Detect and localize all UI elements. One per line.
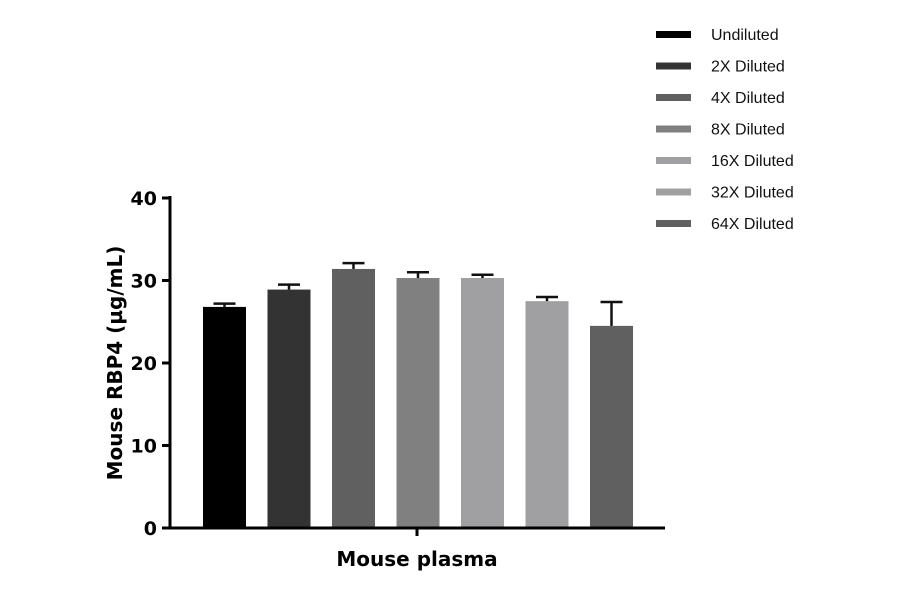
bar [396,278,440,528]
legend-swatch [656,31,691,38]
y-ticks: 0 10 20 30 40 [131,188,170,540]
bar [461,278,504,528]
legend-swatch [656,220,691,227]
legend-swatch [656,94,691,101]
legend-swatch [656,62,691,70]
bar [267,289,311,528]
legend-label: 32X Diluted [711,185,794,202]
y-tick-label: 0 [144,518,157,540]
legend: Undiluted 2X Diluted 4X Diluted 8X Diluted 1… [656,27,794,233]
bars [203,261,633,528]
legend-label: 8X Diluted [711,122,785,139]
legend-swatch [656,188,691,196]
legend-label: Undiluted [711,27,779,44]
legend-label: 64X Diluted [711,216,794,233]
y-axis-label: Mouse RBP4 (µg/mL) [103,246,127,481]
y-tick-label: 20 [131,353,157,375]
y-tick-label: 10 [131,436,157,458]
legend-swatch [656,157,691,164]
legend-swatch [656,125,691,133]
legend-label: 16X Diluted [711,153,794,170]
bar [203,306,246,528]
x-axis-label: Mouse plasma [336,547,497,571]
y-tick-label: 30 [131,271,157,293]
bar [525,301,569,528]
bar [332,268,375,528]
bar [590,325,633,528]
legend-label: 4X Diluted [711,90,785,107]
legend-label: 2X Diluted [711,59,785,76]
y-tick-label: 40 [131,188,157,210]
